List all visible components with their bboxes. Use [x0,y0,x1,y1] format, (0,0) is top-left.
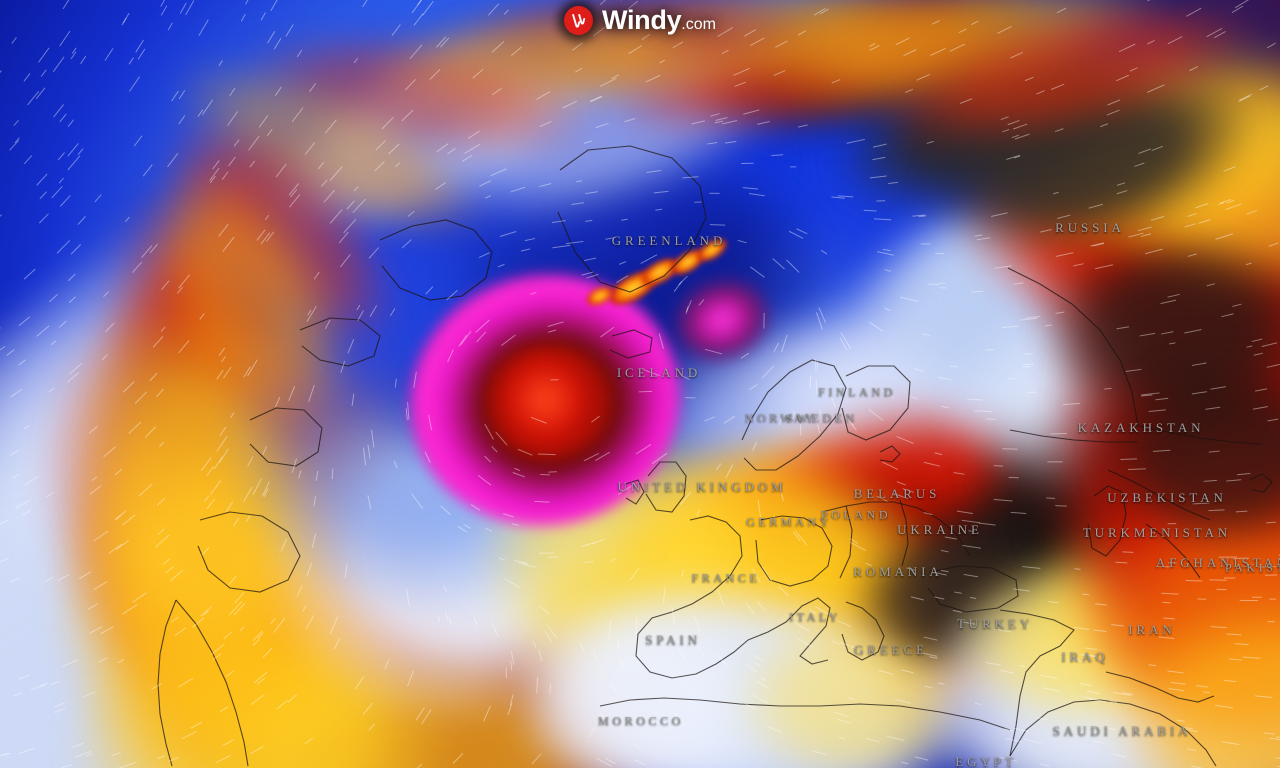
windy-w-mark-icon [564,6,594,35]
brand-name-text: Windy [602,5,682,35]
windy-logo[interactable]: Windy.com [564,6,716,35]
brand-tld-text: .com [681,16,716,33]
brand-name: Windy.com [602,7,716,34]
